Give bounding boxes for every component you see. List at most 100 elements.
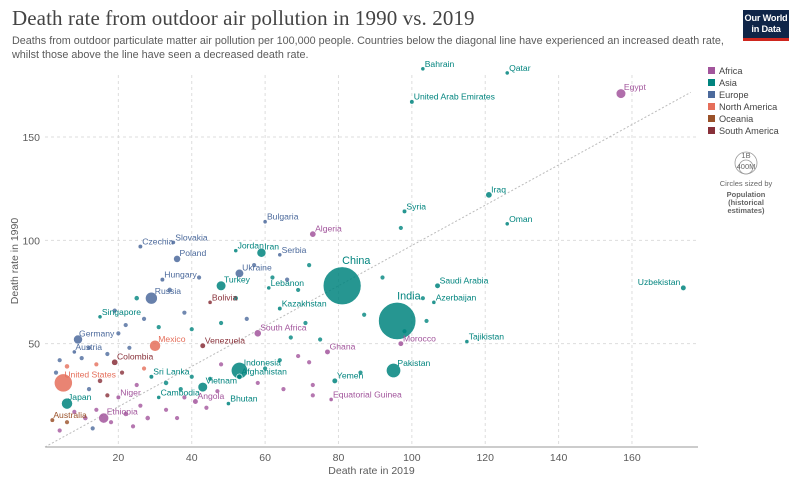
data-point-morocco[interactable] <box>397 340 404 347</box>
legend-swatch-europe[interactable] <box>708 91 715 98</box>
data-point-angola[interactable] <box>192 398 199 405</box>
legend-label-north-america[interactable]: North America <box>719 102 778 112</box>
data-point-niger[interactable] <box>115 394 121 400</box>
data-point[interactable] <box>296 287 301 293</box>
legend-swatch-oceania[interactable] <box>708 115 715 122</box>
data-point[interactable] <box>207 376 213 381</box>
data-point-equatorial-guinea[interactable] <box>328 397 334 402</box>
data-point-oman[interactable] <box>504 221 510 227</box>
data-point[interactable] <box>79 356 84 361</box>
data-point-ethiopia[interactable] <box>98 412 110 424</box>
data-point[interactable] <box>215 389 220 394</box>
data-point-mexico[interactable] <box>149 339 161 352</box>
data-point-pakistan[interactable] <box>386 363 401 378</box>
data-point-austria[interactable] <box>71 349 77 355</box>
data-point[interactable] <box>145 415 150 421</box>
data-point-bolivia[interactable] <box>207 299 213 305</box>
data-point[interactable] <box>182 310 187 315</box>
data-point[interactable] <box>64 364 70 369</box>
data-point-germany[interactable] <box>73 334 83 345</box>
data-point[interactable] <box>105 393 110 398</box>
legend-swatch-asia[interactable] <box>708 79 715 86</box>
data-point[interactable] <box>263 366 268 371</box>
data-point[interactable] <box>196 275 202 280</box>
data-point-cambodia[interactable] <box>156 394 162 400</box>
data-point-united-arab-emirates[interactable] <box>409 99 415 105</box>
data-point[interactable] <box>141 366 147 371</box>
data-point[interactable] <box>296 353 301 359</box>
data-point-iraq[interactable] <box>485 191 493 199</box>
data-point-saudi-arabia[interactable] <box>434 282 441 289</box>
data-point-yemen[interactable] <box>331 377 338 384</box>
data-point-united-states[interactable] <box>53 373 73 393</box>
data-point-hungary[interactable] <box>159 277 165 283</box>
data-point[interactable] <box>255 380 260 386</box>
data-point[interactable] <box>116 331 121 336</box>
data-point-poland[interactable] <box>173 255 181 263</box>
legend-swatch-north-america[interactable] <box>708 103 715 110</box>
data-point[interactable] <box>307 263 312 268</box>
legend[interactable]: Africa Asia Europe North America Oceania Sout… <box>708 66 780 136</box>
data-point[interactable] <box>244 316 249 321</box>
data-point[interactable] <box>108 420 114 425</box>
data-point-serbia[interactable] <box>277 252 283 258</box>
data-point[interactable] <box>83 415 88 421</box>
data-point-venezuela[interactable] <box>199 342 206 349</box>
data-point-azerbaijan[interactable] <box>431 299 437 305</box>
data-point[interactable] <box>277 358 282 363</box>
data-point-australia[interactable] <box>49 417 55 423</box>
data-point[interactable] <box>119 370 125 375</box>
data-point-japan[interactable] <box>61 397 73 410</box>
data-point-south-africa[interactable] <box>253 329 262 338</box>
data-point-turkey[interactable] <box>215 280 227 291</box>
data-point-colombia[interactable] <box>111 358 119 366</box>
data-point[interactable] <box>123 322 128 328</box>
data-point[interactable] <box>90 426 95 431</box>
data-point[interactable] <box>105 351 110 357</box>
data-point-india[interactable] <box>378 301 417 340</box>
legend-label-europe[interactable]: Europe <box>719 90 749 100</box>
data-point[interactable] <box>167 287 172 293</box>
data-point[interactable] <box>141 316 147 321</box>
data-point[interactable] <box>86 387 92 392</box>
data-point[interactable] <box>112 308 117 313</box>
data-point-singapore[interactable] <box>97 314 103 320</box>
data-point-uzbekistan[interactable] <box>680 284 687 291</box>
data-point-qatar[interactable] <box>504 70 510 76</box>
data-point-iran[interactable] <box>256 247 267 258</box>
data-point-ukraine[interactable] <box>234 268 244 278</box>
data-point-tajikistan[interactable] <box>464 339 470 344</box>
data-point[interactable] <box>86 345 92 350</box>
data-point[interactable] <box>57 428 62 433</box>
legend-swatch-south-america[interactable] <box>708 127 715 134</box>
data-point-slovakia[interactable] <box>170 239 176 245</box>
data-point[interactable] <box>218 320 224 326</box>
data-point[interactable] <box>233 295 239 301</box>
data-point[interactable] <box>134 382 139 388</box>
data-point-afghanistan[interactable] <box>236 373 243 380</box>
data-point-bahrain[interactable] <box>420 66 426 72</box>
data-point-jordan[interactable] <box>233 248 239 254</box>
data-point[interactable] <box>285 277 290 282</box>
data-point-czechia[interactable] <box>137 243 143 250</box>
data-point-china[interactable] <box>322 266 362 306</box>
data-point[interactable] <box>424 318 429 324</box>
data-point[interactable] <box>420 296 425 301</box>
data-point[interactable] <box>310 382 315 388</box>
data-point[interactable] <box>218 362 224 367</box>
data-point-russia[interactable] <box>145 291 158 305</box>
data-point[interactable] <box>57 358 62 363</box>
data-point[interactable] <box>174 415 180 421</box>
data-point[interactable] <box>182 395 187 400</box>
data-point-lebanon[interactable] <box>266 285 272 291</box>
data-point[interactable] <box>318 337 323 342</box>
data-point-ghana[interactable] <box>324 348 331 356</box>
data-point[interactable] <box>123 411 128 417</box>
data-point[interactable] <box>94 407 99 412</box>
legend-label-asia[interactable]: Asia <box>719 78 738 88</box>
owid-logo[interactable]: Our World in Data <box>743 10 789 41</box>
data-point-kazakhstan[interactable] <box>277 305 283 312</box>
legend-label-africa[interactable]: Africa <box>719 66 743 76</box>
legend-label-oceania[interactable]: Oceania <box>719 114 754 124</box>
data-point[interactable] <box>288 335 293 340</box>
